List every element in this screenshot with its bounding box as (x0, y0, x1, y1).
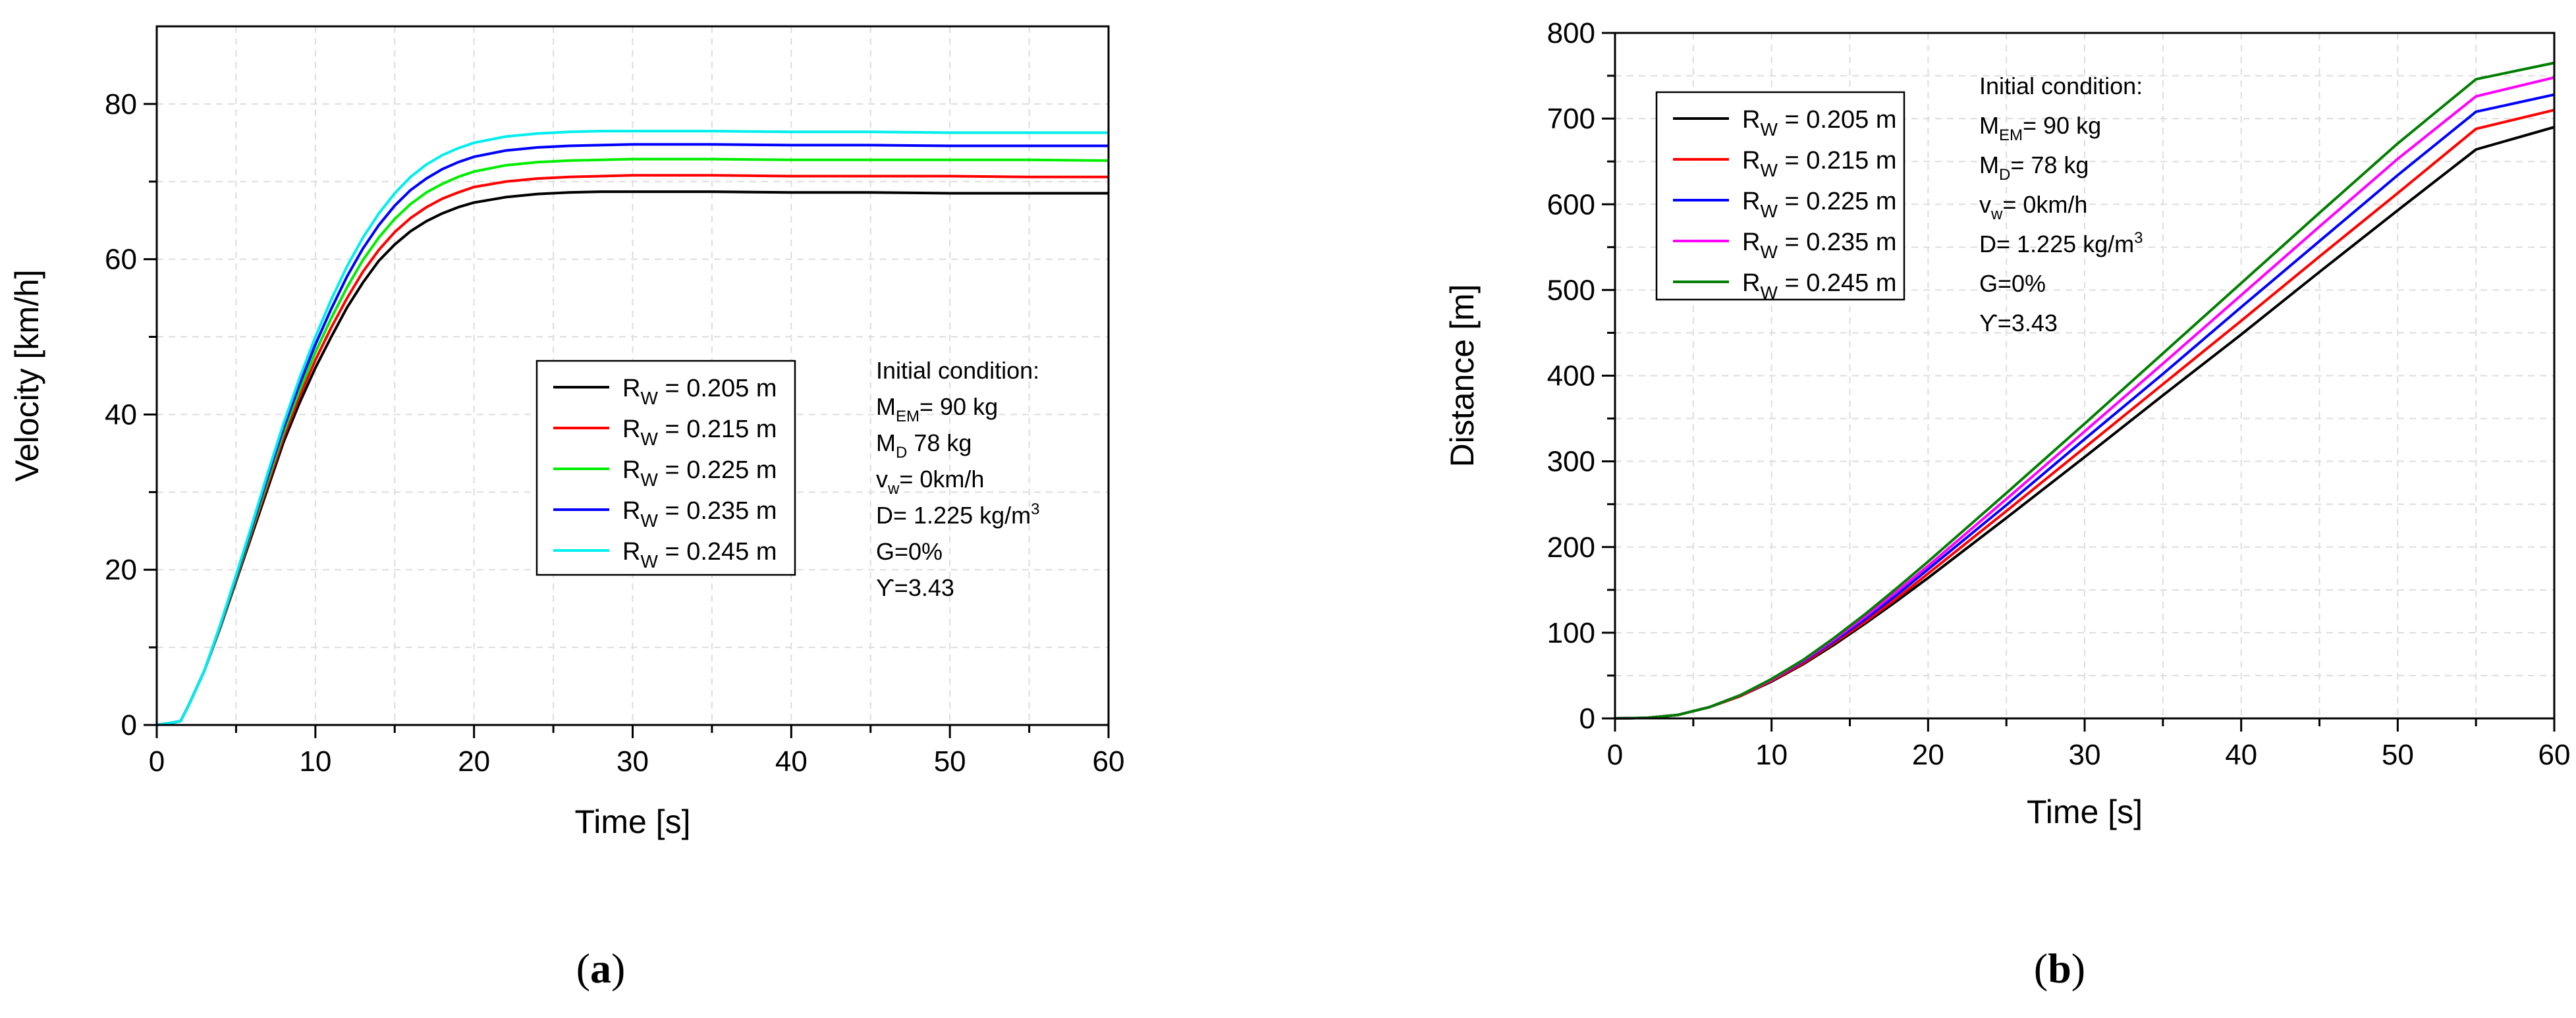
y-axis-label-velocity: Velocity [km/h] (9, 269, 45, 481)
y-axis-label-distance: Distance [m] (1444, 284, 1481, 468)
x-tick-label: 10 (1755, 739, 1788, 771)
y-tick-label: 200 (1547, 531, 1595, 564)
legend-velocity: RW = 0.205 mRW = 0.215 mRW = 0.225 mRW =… (535, 360, 796, 576)
annotation-line: G=0% (876, 538, 943, 565)
legend-distance: RW = 0.205 mRW = 0.215 mRW = 0.225 mRW =… (1655, 91, 1905, 303)
annotation-title: Initial condition: (876, 357, 1039, 384)
panel-label-b: (b) (2034, 945, 2085, 992)
annotation-line: ϒ=3.43 (876, 574, 954, 601)
legend-entry: RW = 0.215 m (1742, 147, 1897, 180)
panel-label-a: (a) (576, 945, 626, 992)
series-line-distance-5 (1614, 61, 2555, 720)
annotation-title: Initial condition: (1979, 72, 2143, 99)
annotation-line: vw= 0km/h (876, 466, 984, 498)
x-tick-label: 10 (299, 745, 331, 778)
annotation-line: MD= 78 kg (1979, 151, 2089, 184)
series-group-velocity (156, 130, 1109, 726)
legend-entry: RW = 0.205 m (622, 375, 777, 408)
x-tick-label: 0 (1607, 739, 1623, 771)
y-tick-label: 500 (1547, 274, 1595, 306)
y-tick-label: 60 (105, 244, 137, 276)
x-tick-label: 40 (2225, 739, 2257, 771)
chart-distance: 0 10 20 30 40 50 60 0100200300400500600700800 … (1444, 17, 2570, 992)
y-tick-label: 100 (1547, 617, 1595, 649)
x-tick-label: 30 (617, 745, 649, 778)
x-tick-label: 30 (2069, 739, 2101, 771)
grid-distance (1615, 33, 2554, 718)
y-tick-label: 300 (1547, 446, 1595, 478)
legend-box (1655, 91, 1905, 301)
x-ticks-distance: 0 10 20 30 40 50 60 (1607, 718, 2571, 771)
y-tick-label: 600 (1547, 188, 1595, 221)
annotation-line: D= 1.225 kg/m3 (1979, 229, 2143, 257)
series-group-distance (1614, 61, 2555, 720)
y-tick-label: 400 (1547, 360, 1595, 392)
x-tick-label: 50 (934, 745, 966, 778)
annotation-line: vw= 0km/h (1979, 191, 2087, 223)
y-ticks-velocity: 0 20 40 60 80 (105, 88, 157, 741)
annotation-line: D= 1.225 kg/m3 (876, 500, 1039, 529)
y-tick-label: 0 (121, 709, 137, 741)
y-tick-label: 20 (105, 554, 137, 586)
x-tick-label: 50 (2382, 739, 2414, 771)
y-ticks-distance: 0 100 200 300 400 500 600 700 800 (1547, 17, 1615, 735)
y-tick-label: 800 (1547, 17, 1595, 49)
annotation-line: ϒ=3.43 (1979, 309, 2058, 336)
annotation-line: MD 78 kg (876, 429, 972, 462)
y-tick-label: 40 (105, 398, 137, 431)
x-axis-label-distance: Time [s] (2027, 793, 2143, 830)
y-tick-label: 80 (105, 88, 137, 121)
x-tick-label: 20 (458, 745, 490, 778)
y-tick-label: 0 (1579, 703, 1595, 735)
x-tick-label: 20 (1912, 739, 1944, 771)
y-tick-label: 700 (1547, 103, 1595, 135)
x-axis-label-velocity: Time [s] (575, 803, 691, 840)
chart-velocity: 0 10 20 30 40 50 60 0 20 40 60 80 Time [s] Velocit… (9, 25, 1125, 992)
x-tick-label: 60 (2538, 739, 2571, 771)
x-tick-label: 40 (775, 745, 808, 778)
x-tick-label: 0 (149, 745, 165, 778)
annotation-line: G=0% (1979, 270, 2046, 297)
series-line-velocity-5 (156, 130, 1109, 726)
x-ticks-velocity: 0 10 20 30 40 50 60 (149, 725, 1125, 778)
x-tick-label: 60 (1093, 745, 1125, 778)
